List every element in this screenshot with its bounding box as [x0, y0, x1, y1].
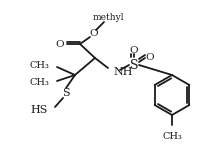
Text: HS: HS	[31, 105, 48, 115]
Text: O: O	[90, 28, 98, 37]
Text: CH₃: CH₃	[29, 78, 49, 86]
Text: NH: NH	[113, 67, 132, 77]
Text: O: O	[130, 45, 138, 54]
Text: CH₃: CH₃	[162, 132, 182, 141]
Text: S: S	[130, 58, 138, 71]
Text: methyl: methyl	[92, 13, 124, 22]
Text: CH₃: CH₃	[29, 60, 49, 69]
Text: O: O	[146, 52, 154, 62]
Text: S: S	[62, 88, 70, 98]
Text: O: O	[56, 39, 64, 49]
